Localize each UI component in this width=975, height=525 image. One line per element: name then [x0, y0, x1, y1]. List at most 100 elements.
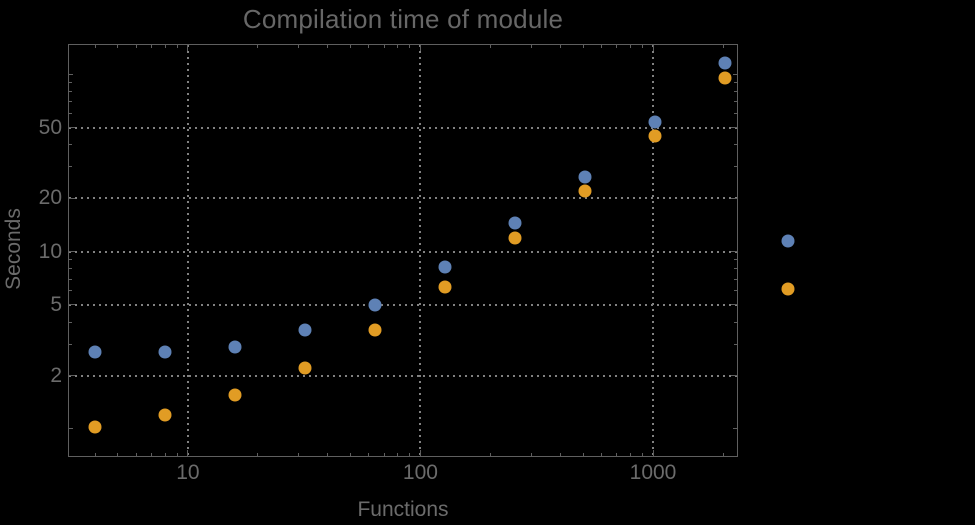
y-minor-tick — [69, 113, 72, 115]
x-minor-tick — [409, 453, 411, 456]
x-minor-tick — [383, 45, 385, 48]
y-tick-label: 50 — [38, 115, 62, 139]
data-point-series-1 — [228, 340, 242, 354]
y-minor-tick — [734, 166, 737, 168]
gridline-horizontal — [69, 126, 737, 129]
gridline-horizontal — [69, 303, 737, 306]
x-minor-tick — [383, 453, 385, 456]
data-point-series-2 — [438, 280, 452, 294]
y-minor-tick — [69, 144, 72, 146]
x-axis-label: Functions — [357, 498, 449, 521]
x-minor-tick — [616, 453, 618, 456]
x-minor-tick — [722, 45, 724, 48]
data-point-series-2 — [228, 388, 242, 402]
y-minor-tick — [69, 166, 72, 168]
x-minor-tick — [397, 453, 399, 456]
gridline-horizontal — [69, 197, 737, 200]
x-major-tick — [652, 45, 654, 51]
y-minor-tick — [69, 278, 72, 280]
y-major-tick — [69, 251, 75, 253]
data-point-series-1 — [578, 170, 592, 183]
x-minor-tick — [616, 45, 618, 48]
x-minor-tick — [629, 45, 631, 48]
y-minor-tick — [69, 259, 72, 261]
y-tick-label: 5 — [50, 292, 62, 316]
y-minor-tick — [69, 268, 72, 270]
y-medium-tick — [733, 73, 737, 75]
y-minor-tick — [734, 144, 737, 146]
x-minor-tick — [151, 45, 153, 48]
y-minor-tick — [734, 259, 737, 261]
x-minor-tick — [582, 453, 584, 456]
x-minor-tick — [164, 45, 166, 48]
data-point-series-1 — [438, 260, 452, 274]
x-minor-tick — [368, 45, 370, 48]
legend-marker-series-1 — [781, 234, 795, 248]
x-minor-tick — [176, 45, 178, 48]
y-medium-tick — [733, 428, 737, 430]
y-major-tick — [731, 375, 737, 377]
y-minor-tick — [734, 81, 737, 83]
x-minor-tick — [489, 45, 491, 48]
y-major-tick — [731, 304, 737, 306]
y-minor-tick — [69, 101, 72, 103]
x-minor-tick — [327, 453, 329, 456]
plot-frame — [68, 44, 738, 457]
y-minor-tick — [734, 268, 737, 270]
y-major-tick — [731, 251, 737, 253]
x-minor-tick — [722, 453, 724, 456]
x-minor-tick — [600, 453, 602, 456]
data-point-series-2 — [578, 184, 592, 198]
y-minor-tick — [69, 321, 72, 323]
data-point-series-1 — [158, 345, 172, 359]
x-minor-tick — [582, 45, 584, 48]
data-point-series-1 — [88, 345, 102, 359]
x-minor-tick — [151, 453, 153, 456]
y-medium-tick — [69, 73, 73, 75]
x-minor-tick — [298, 453, 300, 456]
y-minor-tick — [69, 81, 72, 83]
x-tick-label: 10 — [176, 461, 200, 484]
data-point-series-1 — [508, 216, 522, 230]
x-minor-tick — [257, 45, 259, 48]
legend-marker-series-2 — [781, 282, 795, 296]
data-point-series-2 — [718, 71, 732, 85]
y-major-tick — [731, 197, 737, 199]
x-minor-tick — [164, 453, 166, 456]
data-point-series-2 — [158, 408, 172, 422]
x-minor-tick — [349, 453, 351, 456]
y-minor-tick — [734, 343, 737, 345]
y-major-tick — [69, 375, 75, 377]
x-minor-tick — [117, 45, 119, 48]
data-point-series-1 — [298, 323, 312, 337]
x-minor-tick — [489, 453, 491, 456]
gridline-horizontal — [69, 374, 737, 377]
data-point-series-1 — [718, 56, 732, 70]
x-minor-tick — [298, 45, 300, 48]
y-minor-tick — [734, 278, 737, 280]
y-tick-label: 20 — [38, 186, 62, 210]
data-point-series-2 — [648, 129, 662, 143]
x-tick-label: 100 — [402, 461, 438, 484]
x-minor-tick — [600, 45, 602, 48]
y-tick-label: 10 — [38, 239, 62, 263]
x-minor-tick — [409, 45, 411, 48]
x-minor-tick — [559, 453, 561, 456]
x-minor-tick — [397, 45, 399, 48]
x-minor-tick — [349, 45, 351, 48]
y-major-tick — [69, 197, 75, 199]
x-major-tick — [187, 450, 189, 456]
x-major-tick — [419, 450, 421, 456]
y-minor-tick — [69, 290, 72, 292]
x-tick-label: 1000 — [629, 461, 677, 484]
x-minor-tick — [135, 45, 137, 48]
x-minor-tick — [641, 453, 643, 456]
x-minor-tick — [176, 453, 178, 456]
data-point-series-1 — [648, 115, 662, 129]
x-minor-tick — [257, 453, 259, 456]
x-minor-tick — [530, 453, 532, 456]
y-medium-tick — [69, 428, 73, 430]
y-minor-tick — [734, 321, 737, 323]
x-minor-tick — [559, 45, 561, 48]
